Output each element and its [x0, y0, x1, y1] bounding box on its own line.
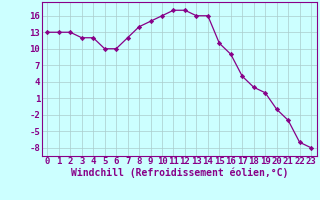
X-axis label: Windchill (Refroidissement éolien,°C): Windchill (Refroidissement éolien,°C): [70, 168, 288, 178]
